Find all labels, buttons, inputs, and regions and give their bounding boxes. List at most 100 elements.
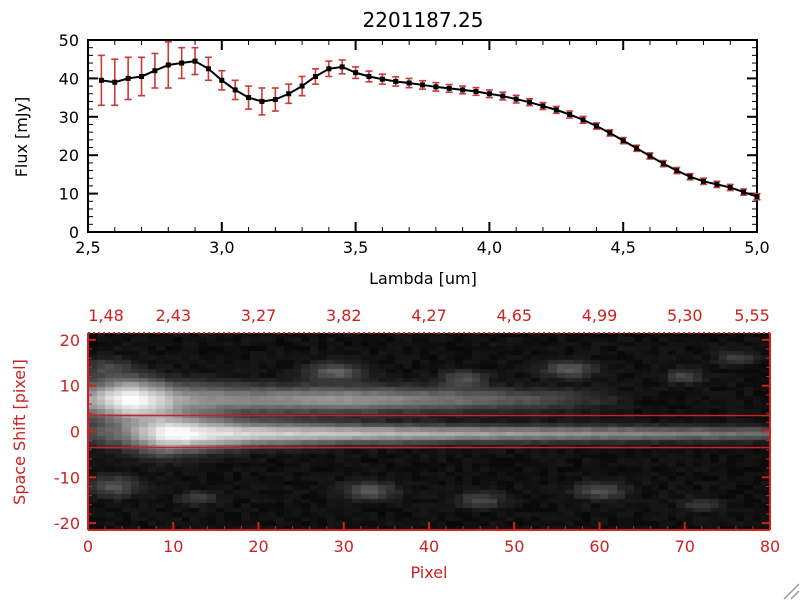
data-point-marker <box>553 107 559 113</box>
wavelength-label: 2,43 <box>155 306 191 325</box>
data-point-marker <box>607 130 613 136</box>
x-tick-label: 4,0 <box>477 238 502 257</box>
y-tick-label: 40 <box>59 69 79 88</box>
data-point-marker <box>473 88 479 94</box>
image-y-tick-label: 10 <box>60 377 80 396</box>
wavelength-label: 3,27 <box>241 306 277 325</box>
wavelength-label: 4,27 <box>411 306 447 325</box>
data-point-marker <box>179 60 185 66</box>
data-point-marker <box>353 70 359 76</box>
data-point-marker <box>420 82 425 88</box>
data-point-marker <box>232 87 238 93</box>
data-point-marker <box>366 73 372 79</box>
data-point-marker <box>272 97 278 103</box>
data-point-marker <box>406 80 412 86</box>
data-point-marker <box>165 62 171 68</box>
data-point-marker <box>527 99 533 105</box>
data-point-marker <box>379 76 385 82</box>
data-point-marker <box>152 68 158 74</box>
wavelength-label: 5,55 <box>734 306 770 325</box>
data-point-marker <box>259 98 265 104</box>
y-tick-label: 20 <box>59 146 79 165</box>
data-point-marker <box>219 77 225 83</box>
spectrum-y-ticks: 0 10 20 30 40 50 <box>59 31 757 242</box>
wavelength-labels: 1,48 2,43 3,27 3,82 4,27 4,65 4,99 5,30 5,55 <box>88 306 770 325</box>
spectral-image <box>88 333 770 530</box>
data-point-marker <box>125 75 131 81</box>
spectrum-plot: 2,5 3,0 3,5 4,0 4,5 5,0 0 10 20 30 40 50 <box>59 31 770 257</box>
wavelength-label: 4,65 <box>496 306 532 325</box>
y-tick-label: 0 <box>69 223 79 242</box>
x-tick-label: 3,0 <box>209 238 234 257</box>
spectrum-axis-box <box>87 39 758 233</box>
image-ylabel: Space Shift [pixel] <box>10 359 29 505</box>
data-point-marker <box>540 103 546 109</box>
data-point-marker <box>647 153 653 159</box>
data-point-marker <box>580 117 586 123</box>
data-point-marker <box>674 168 680 174</box>
image-y-tick-label: -10 <box>54 468 80 487</box>
wavelength-label: 5,30 <box>667 306 703 325</box>
image-y-ticks: -20 -10 0 10 20 <box>54 331 770 533</box>
wavelength-label: 4,99 <box>582 306 618 325</box>
x-tick-label: 5,0 <box>744 238 769 257</box>
data-point-marker <box>741 189 747 195</box>
spectrum-ylabel: Flux [mJy] <box>12 97 31 178</box>
image-x-tick-label: 10 <box>163 537 183 556</box>
aperture-lines <box>88 414 770 449</box>
image-x-tick-label: 50 <box>504 537 524 556</box>
data-point-marker <box>326 66 332 72</box>
image-y-tick-label: 20 <box>60 331 80 350</box>
error-bars <box>97 41 761 201</box>
y-tick-label: 30 <box>59 108 79 127</box>
x-tick-label: 2,5 <box>75 238 100 257</box>
data-point-marker <box>593 123 599 129</box>
data-point-marker <box>660 161 666 167</box>
image-xlabel: Pixel <box>410 563 447 582</box>
spectral-image-axes: 0 10 20 30 40 50 60 70 80 1,48 2,43 3,27 3,82 4,27 4,6… <box>54 306 780 556</box>
image-x-ticks: 0 10 20 30 40 50 60 70 80 <box>83 522 780 556</box>
image-x-tick-label: 0 <box>83 537 93 556</box>
data-point-marker <box>286 91 292 97</box>
data-point-markers <box>98 58 760 200</box>
grip-line <box>790 590 800 600</box>
data-point-marker <box>486 91 492 97</box>
spectrum-xlabel: Lambda [um] <box>369 269 477 288</box>
spectrum-title: 2201187.25 <box>363 8 484 32</box>
image-border <box>87 332 771 531</box>
y-tick-label: 50 <box>59 31 79 50</box>
data-point-marker <box>634 145 640 151</box>
image-y-tick-label: 0 <box>70 423 80 442</box>
data-point-marker <box>754 194 760 200</box>
image-x-tick-label: 70 <box>675 537 695 556</box>
data-point-marker <box>312 73 318 79</box>
data-point-marker <box>339 64 345 70</box>
data-point-marker <box>460 87 466 93</box>
resize-grip[interactable] <box>783 583 800 600</box>
data-point-marker <box>620 138 626 144</box>
data-point-marker <box>246 95 252 101</box>
spectrum-line <box>101 60 758 198</box>
grip-line <box>783 583 800 600</box>
image-x-tick-label: 30 <box>334 537 354 556</box>
data-point-marker <box>393 78 399 84</box>
data-point-marker <box>192 58 198 64</box>
data-point-marker <box>567 111 573 117</box>
data-point-marker <box>139 73 145 79</box>
data-point-marker <box>727 184 733 190</box>
image-x-tick-label: 20 <box>248 537 268 556</box>
data-point-marker <box>446 85 452 91</box>
data-point-marker <box>714 181 720 187</box>
data-point-marker <box>112 79 118 85</box>
y-tick-label: 10 <box>59 185 79 204</box>
data-point-marker <box>700 178 706 184</box>
image-y-tick-label: -20 <box>54 514 80 533</box>
data-point-marker <box>299 83 305 89</box>
image-x-tick-label: 60 <box>589 537 609 556</box>
wavelength-label: 3,82 <box>326 306 362 325</box>
data-point-marker <box>687 174 693 180</box>
x-tick-label: 4,5 <box>610 238 635 257</box>
image-x-tick-label: 80 <box>760 537 780 556</box>
